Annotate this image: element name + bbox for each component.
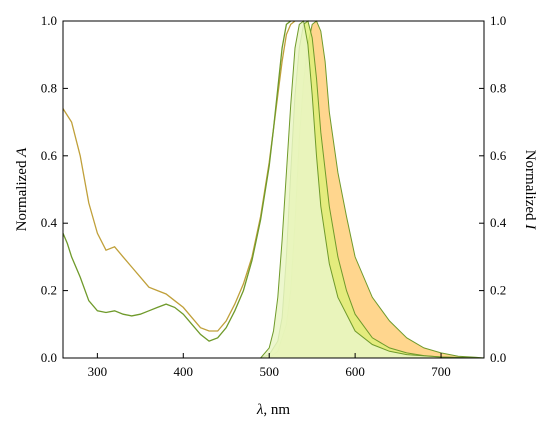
x-tick-label: 700 [431,364,451,379]
emission-area-2 [259,20,485,359]
y-left-tick-label: 0.4 [41,215,58,230]
y-left-tick-label: 1.0 [41,13,57,28]
y-axis-left-symbol: A [14,147,30,158]
y-axis-right-label: Normalized I [522,150,538,231]
absorption-line-4 [62,20,292,342]
y-right-tick-label: 1.0 [490,13,506,28]
y-left-tick-label: 0.8 [41,80,57,95]
y-right-tick-label: 0.0 [490,350,506,365]
ticks-layer: 300 400 500 600 700 0.0 0.2 0.4 0.6 0.8 1.0 0.0 0.2 0… [41,13,507,379]
y-right-tick-label: 0.4 [490,215,507,230]
x-axis-symbol: λ [256,402,264,418]
x-tick-label: 400 [174,364,194,379]
y-right-tick-label: 0.2 [490,283,506,298]
x-axis-unit: , nm [263,402,290,418]
x-axis-label: λ, nm [256,402,291,418]
y-left-tick-label: 0.6 [41,148,58,163]
y-axis-right-text: Normalized [522,150,538,225]
y-right-tick-label: 0.6 [490,148,507,163]
x-tick-label: 600 [345,364,365,379]
y-right-tick-label: 0.8 [490,80,506,95]
series-layer [62,20,485,359]
y-axis-right-symbol: I [522,223,538,230]
y-left-tick-label: 0.0 [41,350,57,365]
x-tick-label: 500 [259,364,279,379]
y-left-tick-label: 0.2 [41,283,57,298]
plot-frame [62,20,485,359]
absorption-line-3 [62,20,296,332]
x-tick-label: 300 [88,364,108,379]
y-axis-left-text: Normalized [14,157,30,232]
y-axis-left-label: Normalized A [14,147,30,232]
